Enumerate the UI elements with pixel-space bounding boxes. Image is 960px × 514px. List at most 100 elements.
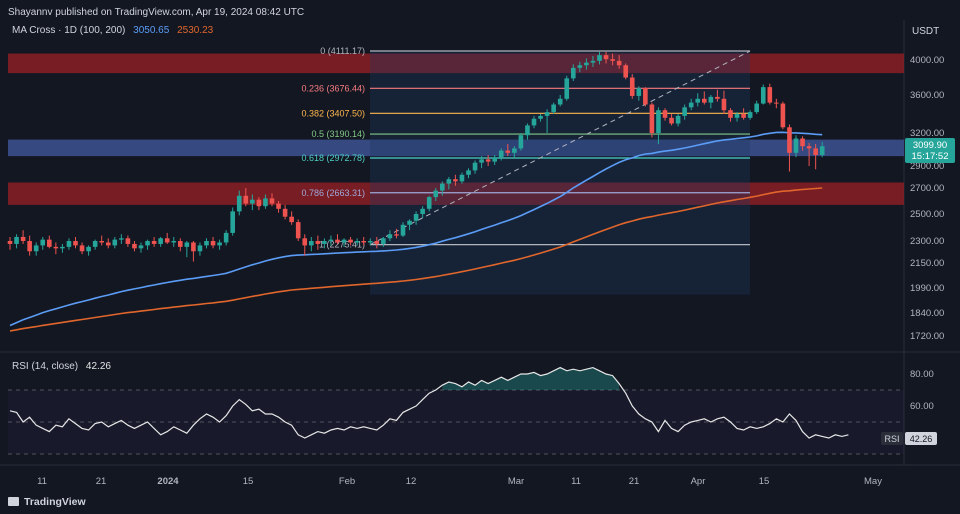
candle-body bbox=[512, 148, 517, 153]
candle-body bbox=[819, 146, 825, 155]
candlestick-series bbox=[7, 51, 825, 262]
candle bbox=[348, 236, 353, 246]
price-tick: 2150.00 bbox=[910, 258, 944, 269]
candle-body bbox=[132, 243, 137, 249]
time-tick: Apr bbox=[691, 476, 706, 487]
candle bbox=[577, 61, 583, 73]
candle-body bbox=[361, 241, 366, 243]
candle bbox=[119, 234, 124, 244]
candle bbox=[813, 144, 818, 170]
candle bbox=[125, 235, 131, 247]
candle-body bbox=[367, 241, 373, 243]
candle bbox=[99, 235, 104, 246]
candle bbox=[164, 232, 170, 244]
candle-body bbox=[564, 78, 570, 99]
candle bbox=[381, 236, 386, 247]
candle-body bbox=[151, 241, 157, 244]
time-axis[interactable]: 11 21 2024 15 Feb 12 Mar 11 21 Apr 15 May bbox=[37, 476, 882, 487]
candle bbox=[453, 174, 458, 186]
candle-body bbox=[715, 96, 720, 99]
candle-body bbox=[806, 146, 812, 149]
candle bbox=[728, 108, 733, 122]
time-tick: 15 bbox=[759, 476, 770, 487]
zone-demand bbox=[8, 139, 904, 157]
candle bbox=[544, 109, 550, 133]
candle-body bbox=[538, 115, 543, 119]
candle bbox=[387, 230, 393, 241]
candle-body bbox=[14, 236, 19, 244]
candle bbox=[721, 90, 727, 114]
candle-body bbox=[426, 197, 432, 209]
time-tick: 21 bbox=[629, 476, 640, 487]
candle bbox=[806, 142, 812, 166]
candle bbox=[787, 124, 792, 172]
candle-body bbox=[92, 241, 98, 247]
candle-body bbox=[728, 110, 733, 118]
currency-label[interactable]: USDT bbox=[912, 26, 939, 37]
candle-body bbox=[236, 195, 242, 212]
candle bbox=[171, 236, 177, 247]
candle bbox=[53, 242, 59, 255]
candle-body bbox=[217, 242, 222, 246]
candle bbox=[649, 102, 655, 138]
candle-body bbox=[20, 236, 26, 241]
candle bbox=[800, 136, 805, 151]
rsi-value-badge: RSI 42.26 bbox=[881, 432, 937, 445]
candle bbox=[145, 239, 150, 250]
candle-body bbox=[381, 238, 386, 244]
candle-body bbox=[322, 241, 327, 244]
ma100-line bbox=[9, 131, 823, 327]
candle bbox=[774, 98, 779, 109]
candle bbox=[479, 156, 484, 169]
candle-body bbox=[335, 239, 340, 243]
candle-body bbox=[354, 241, 360, 243]
candle-body bbox=[138, 245, 144, 249]
tradingview-logo[interactable]: TradingView bbox=[8, 496, 86, 508]
candle bbox=[92, 239, 98, 250]
time-tick: 11 bbox=[37, 476, 47, 487]
candle-body bbox=[289, 216, 294, 223]
price-tick: 3200.00 bbox=[910, 128, 944, 139]
candle bbox=[498, 148, 504, 161]
candle bbox=[623, 63, 628, 80]
candle bbox=[250, 194, 255, 211]
candle bbox=[819, 141, 825, 158]
candle bbox=[662, 108, 668, 121]
candle bbox=[590, 55, 596, 67]
candle bbox=[328, 235, 334, 246]
candle bbox=[433, 188, 439, 201]
rsi-label: RSI (14, close) bbox=[12, 361, 78, 372]
candle bbox=[158, 236, 163, 247]
price-axis[interactable]: 4000.00 3600.00 3200.00 2900.00 2700.00 2500.… bbox=[910, 55, 944, 342]
candle bbox=[289, 211, 294, 225]
candle bbox=[603, 51, 609, 64]
candle bbox=[610, 53, 615, 66]
candle-body bbox=[433, 190, 439, 198]
price-tick: 1990.00 bbox=[910, 283, 944, 294]
candle bbox=[597, 51, 602, 65]
candle bbox=[191, 241, 196, 262]
price-tick: 1840.00 bbox=[910, 308, 944, 319]
candle bbox=[538, 114, 543, 122]
candle bbox=[767, 83, 773, 105]
candle-body bbox=[780, 103, 786, 128]
candle bbox=[322, 238, 327, 249]
candle-body bbox=[204, 241, 209, 246]
candle-body bbox=[53, 246, 59, 249]
candle bbox=[715, 89, 720, 102]
candle bbox=[184, 241, 190, 258]
last-price-label: 3099.90 bbox=[913, 140, 947, 151]
candle-body bbox=[446, 179, 452, 184]
candle-body bbox=[675, 115, 681, 124]
candle bbox=[105, 238, 111, 249]
candle bbox=[341, 238, 347, 247]
price-tick: 2900.00 bbox=[910, 161, 944, 172]
candle-body bbox=[577, 65, 583, 68]
time-tick: 15 bbox=[243, 476, 254, 487]
candle bbox=[525, 123, 530, 140]
candle-body bbox=[610, 59, 615, 61]
candle-body bbox=[741, 114, 746, 118]
price-tick: 2700.00 bbox=[910, 183, 944, 194]
candle-body bbox=[79, 245, 85, 252]
